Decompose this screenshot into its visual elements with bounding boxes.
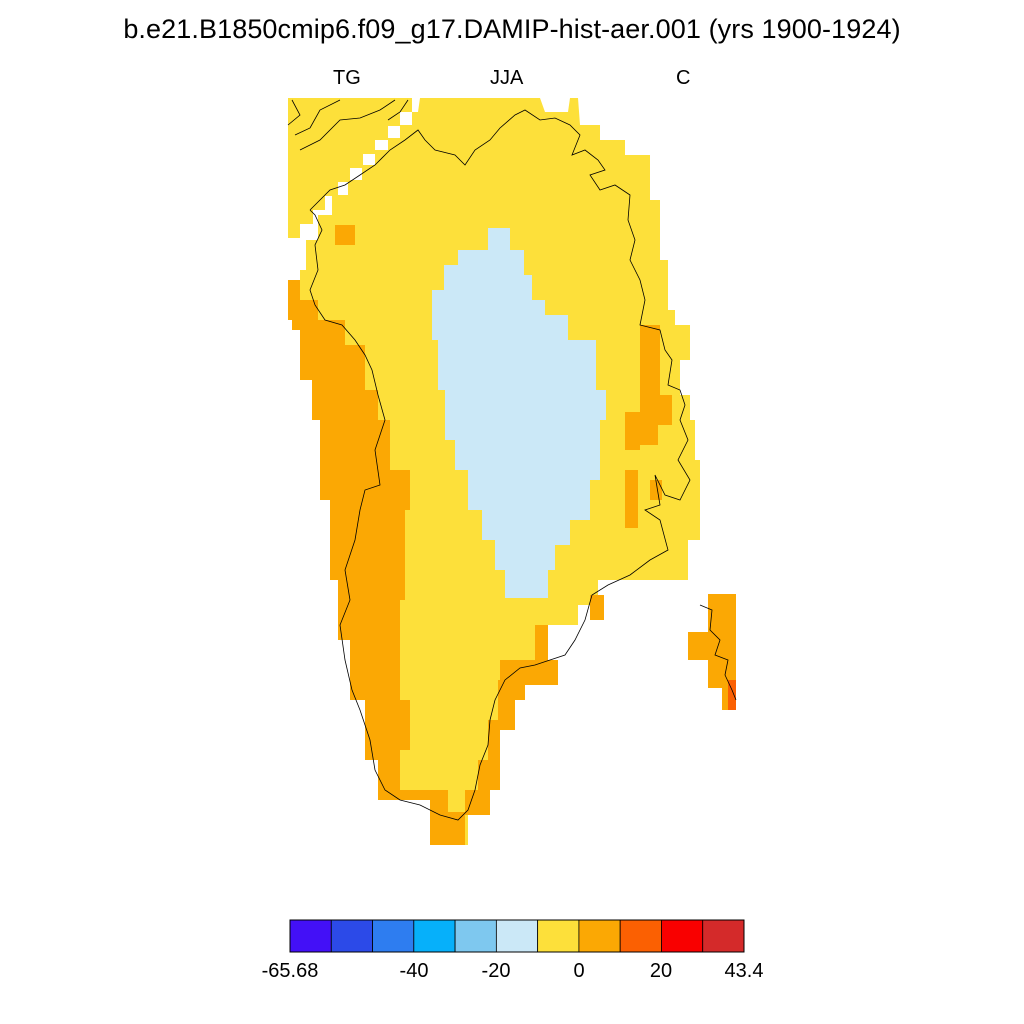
colorbar-label-zero: 0 — [573, 960, 585, 982]
colorbar-label-minus40: -40 — [399, 960, 429, 982]
land-orange-iceland — [688, 594, 736, 710]
season-label: JJA — [490, 67, 524, 89]
colorbar-box — [495, 919, 539, 953]
colorbar-label-20: 20 — [649, 960, 673, 982]
land-redorange-iceland — [728, 680, 736, 710]
land-orange-east2 — [625, 470, 638, 528]
colorbar-box — [619, 919, 662, 953]
land-orange-east3 — [650, 480, 662, 500]
coastline — [287, 99, 737, 821]
colorbar-box — [413, 919, 456, 953]
land-orange-east — [625, 325, 672, 450]
colorbar-box — [330, 919, 373, 953]
land-orange-west — [288, 280, 465, 845]
colorbar-box — [578, 919, 621, 953]
colorbar-label-max: 43.4 — [724, 960, 764, 982]
land-orange-nw-spot — [335, 225, 355, 245]
colorbar-box — [454, 919, 497, 953]
colorbar-box — [289, 919, 332, 953]
colorbar-box — [702, 919, 745, 953]
land-orange-south — [465, 625, 558, 815]
colorbar-box — [537, 919, 580, 953]
colorbar-label-min: -65.68 — [261, 960, 319, 982]
colorbar-label-minus20: -20 — [481, 960, 511, 982]
land-yellow-region — [288, 98, 412, 238]
colorbar-box — [372, 919, 415, 953]
colorbar-box — [661, 919, 704, 953]
units-label: C — [676, 67, 691, 89]
land-lightblue-interior — [432, 228, 606, 598]
land-orange-south2 — [590, 595, 604, 620]
map-title: b.e21.B1850cmip6.f09_g17.DAMIP-hist-aer.… — [123, 14, 901, 44]
variable-label: TG — [333, 67, 361, 89]
